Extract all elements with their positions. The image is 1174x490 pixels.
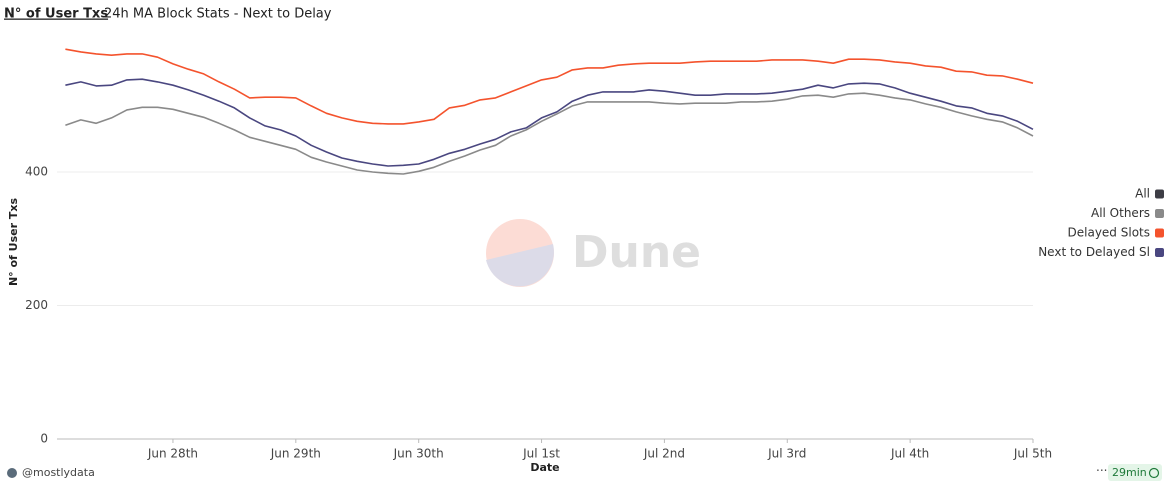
legend-label: All Others bbox=[1091, 206, 1150, 220]
chart-title: N° of User Txs bbox=[4, 7, 108, 22]
logo-bottom bbox=[486, 244, 554, 287]
chart-subtitle: 24h MA Block Stats - Next to Delay bbox=[104, 7, 332, 22]
y-tick-label: 400 bbox=[25, 165, 48, 179]
watermark-text: Dune bbox=[572, 227, 701, 278]
line bbox=[65, 78, 1034, 167]
y-tick-label: 0 bbox=[40, 432, 48, 446]
freshness-icon bbox=[1148, 467, 1160, 479]
legend-label: Delayed Slots bbox=[1068, 226, 1150, 240]
x-tick-label: Jun 28th bbox=[147, 447, 198, 461]
author-icon bbox=[7, 468, 17, 478]
line bbox=[65, 92, 1034, 175]
legend-swatch bbox=[1155, 189, 1164, 199]
x-tick-label: Jun 29th bbox=[270, 447, 321, 461]
legend-swatch bbox=[1155, 248, 1164, 257]
x-tick-label: Jul 3rd bbox=[767, 447, 806, 461]
x-tick-label: Jun 30th bbox=[393, 447, 444, 461]
legend-swatch bbox=[1155, 209, 1164, 218]
x-tick-label: Jul 2nd bbox=[643, 447, 685, 461]
freshness-badge bbox=[1108, 464, 1162, 481]
y-axis-label: N° of User Txs bbox=[7, 198, 20, 287]
freshness: 29min bbox=[1112, 466, 1147, 479]
y-tick-label: 200 bbox=[25, 298, 48, 312]
x-tick-label: Jul 4th bbox=[890, 447, 929, 461]
legend-swatch bbox=[1155, 228, 1164, 238]
legend-label: Next to Delayed Sl bbox=[1038, 245, 1150, 259]
x-tick-label: Jul 5th bbox=[1013, 447, 1052, 461]
menu-dots[interactable]: ··· bbox=[1096, 464, 1107, 478]
x-tick-label: Jul 1st bbox=[522, 447, 560, 461]
legend-label: All bbox=[1135, 187, 1150, 201]
author: @mostlydata bbox=[22, 466, 95, 479]
watermark: Dune bbox=[486, 219, 701, 287]
x-axis-label: Date bbox=[530, 461, 559, 474]
line bbox=[65, 48, 1034, 125]
